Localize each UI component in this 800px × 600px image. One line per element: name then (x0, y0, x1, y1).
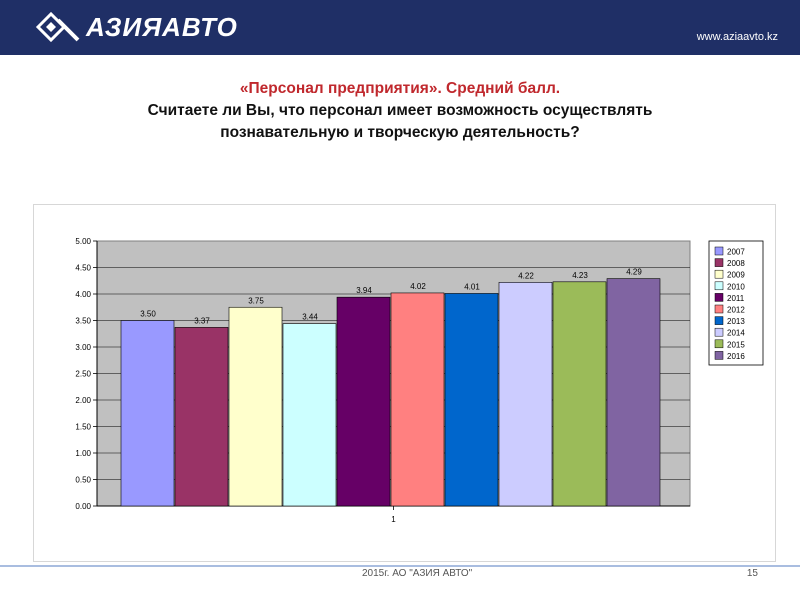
bar-2007 (120, 320, 175, 507)
data-label-2015: 4.23 (572, 271, 588, 280)
legend-label-2008: 2008 (727, 259, 745, 268)
legend-swatch-2013 (714, 316, 724, 325)
title-line-2: Считаете ли Вы, что персонал имеет возмо… (147, 102, 653, 141)
website-link[interactable]: www.aziaavto.kz (696, 31, 778, 43)
data-label-2014: 4.22 (518, 271, 534, 280)
bar-2015 (552, 281, 607, 507)
y-tick-label: 3.50 (75, 317, 91, 326)
legend-label-2013: 2013 (727, 317, 745, 326)
bar-2008 (174, 327, 229, 507)
y-tick-label: 4.00 (75, 290, 91, 299)
legend-label-2014: 2014 (727, 329, 745, 338)
legend-swatch-2015 (714, 339, 724, 349)
data-label-2012: 4.02 (410, 282, 426, 291)
legend-swatch-2010 (714, 281, 724, 291)
y-tick-label: 0.50 (75, 476, 91, 485)
legend-label-2007: 2007 (727, 248, 745, 257)
bar-2010 (282, 323, 337, 507)
company-logo: АЗИЯАВТО (34, 8, 238, 46)
y-tick-label: 5.00 (75, 237, 91, 246)
y-tick-label: 4.50 (75, 264, 91, 273)
footer-copyright: 2015г. АО "АЗИЯ АВТО" (362, 568, 473, 579)
data-label-2013: 4.01 (464, 282, 480, 291)
logo-text: АЗИЯАВТО (86, 11, 238, 42)
bar-2013 (444, 293, 499, 507)
data-label-2009: 3.75 (248, 296, 264, 305)
bar-2012 (390, 292, 445, 507)
footer-divider (0, 565, 800, 567)
data-label-2011: 3.94 (356, 286, 372, 295)
logo-mark-icon (35, 11, 80, 43)
header-bar: АЗИЯАВТО www.aziaavto.kz (0, 0, 800, 55)
legend-label-2011: 2011 (727, 294, 745, 303)
data-label-2010: 3.44 (302, 313, 318, 322)
y-tick-label: 1.00 (75, 449, 91, 458)
bar-2014 (498, 282, 553, 507)
y-tick-label: 3.00 (75, 343, 91, 352)
legend-label-2016: 2016 (727, 352, 745, 361)
bar-2016 (606, 278, 661, 507)
legend-label-2012: 2012 (727, 306, 745, 315)
bar-chart: 0.00 0.50 1.00 1.50 2.00 2.50 3.00 3.50 4.00 4.50… (75, 237, 764, 524)
x-tick-label: 1 (391, 515, 396, 524)
legend-swatch-2011 (714, 293, 724, 302)
y-tick-label: 2.00 (75, 396, 91, 405)
legend-label-2015: 2015 (727, 340, 745, 349)
title-line-1: «Персонал предприятия». Средний балл. (239, 80, 561, 97)
legend-label-2009: 2009 (727, 271, 745, 280)
legend-swatch-2007 (714, 246, 724, 256)
bar-2009 (228, 306, 283, 507)
y-tick-label: 1.50 (75, 423, 91, 432)
legend-swatch-2012 (714, 304, 724, 314)
chart-frame: 0.00 0.50 1.00 1.50 2.00 2.50 3.00 3.50 4.00 4.50… (33, 204, 776, 562)
y-tick-label: 0.00 (75, 502, 91, 511)
bar-2011 (336, 296, 391, 507)
data-label-2016: 4.29 (626, 268, 642, 277)
legend-swatch-2009 (714, 269, 724, 279)
legend-label-2010: 2010 (727, 282, 745, 291)
data-label-2008: 3.37 (194, 316, 210, 325)
footer: 2015г. АО "АЗИЯ АВТО" 15 (0, 568, 800, 600)
slide-title: «Персонал предприятия». Средний балл. Сч… (100, 78, 700, 144)
y-tick-label: 2.50 (75, 370, 91, 379)
legend-swatch-2014 (714, 327, 724, 337)
legend-swatch-2008 (714, 258, 724, 267)
page-number: 15 (746, 568, 758, 579)
legend-swatch-2016 (714, 351, 724, 360)
data-label-2007: 3.50 (140, 310, 156, 319)
